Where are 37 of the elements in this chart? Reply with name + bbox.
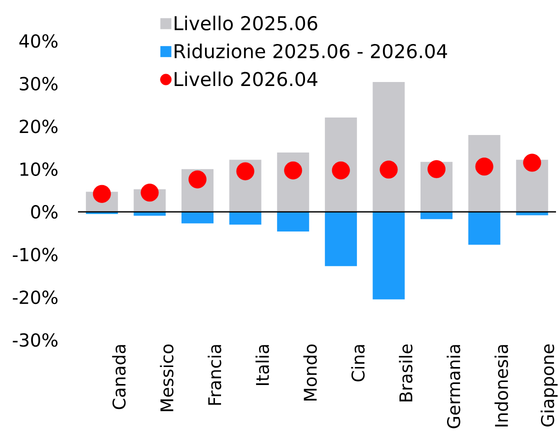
- bar: [372, 212, 405, 300]
- bar: [229, 212, 262, 225]
- bar: [181, 212, 214, 224]
- x-tick-label: Giappone: [540, 344, 558, 426]
- y-tick-label: 20%: [20, 120, 58, 134]
- point: [284, 161, 302, 180]
- y-tick-label: 10%: [20, 162, 58, 176]
- x-tick-label: Brasile: [398, 344, 412, 402]
- x-tick-label: Italia: [256, 345, 270, 385]
- y-tick-label: 40%: [19, 34, 58, 48]
- legend-label: Livello 2025.06: [174, 16, 318, 30]
- y-tick-label: 30%: [20, 76, 58, 91]
- y-tick-label: -10%: [12, 248, 58, 262]
- bar: [324, 117, 357, 212]
- x-tick-label: Cina: [351, 345, 365, 382]
- bar: [468, 212, 500, 245]
- point: [188, 170, 207, 188]
- x-tick-label: Messico: [160, 344, 174, 412]
- point: [475, 158, 494, 176]
- point: [428, 160, 446, 178]
- legend-label: Riduzione 2025.06 - 2026.04: [174, 44, 448, 58]
- x-tick-label: Indonesia: [494, 345, 508, 426]
- point: [236, 162, 254, 180]
- y-tick-label: -30%: [12, 333, 58, 347]
- point: [332, 161, 350, 180]
- point: [523, 154, 542, 172]
- y-tick-label: 0%: [31, 205, 58, 219]
- y-tick-label: -20%: [12, 290, 58, 304]
- bar: [277, 212, 310, 232]
- x-tick-label: Mondo: [303, 344, 317, 401]
- x-tick-label: Canada: [112, 345, 126, 410]
- x-tick-label: Germania: [446, 345, 460, 428]
- legend-label: Livello 2026.04: [174, 72, 318, 86]
- bar: [324, 212, 357, 266]
- x-tick-label: Francia: [208, 345, 222, 405]
- point: [380, 160, 398, 179]
- bar: [372, 82, 405, 212]
